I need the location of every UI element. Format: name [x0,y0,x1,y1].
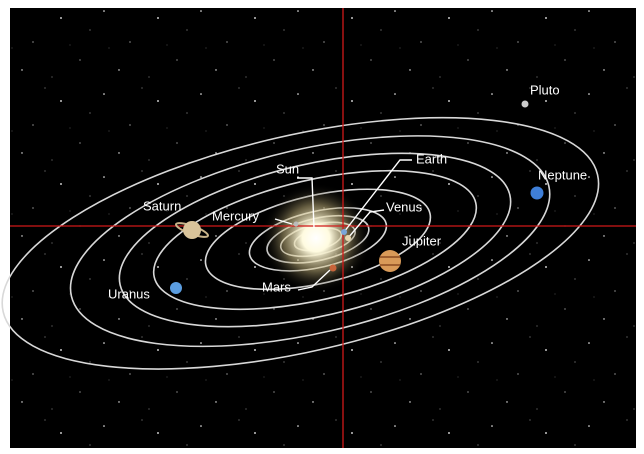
planet [531,187,544,200]
planet [294,222,299,227]
planet [341,229,347,235]
planet [345,235,351,241]
planet [522,101,529,108]
planet-label: Earth [416,151,447,166]
solar-system-diagram: Sun Mercury Venus Earth Mars Jupiter Saturn Ura… [0,0,644,454]
planet-label: Uranus [108,286,150,301]
sun-glow [261,183,371,293]
planet [379,250,401,272]
planet-label: Sun [276,161,299,176]
planet [183,221,201,239]
planet-label: Mars [262,279,291,294]
planet-label: Neptune [538,167,587,182]
planet-label: Saturn [143,198,181,213]
planet [170,282,182,294]
planet-label: Mercury [212,208,259,223]
planet-label: Venus [386,199,423,214]
planet-label: Pluto [530,82,560,97]
planet [330,265,337,272]
planet-label: Jupiter [402,233,442,248]
